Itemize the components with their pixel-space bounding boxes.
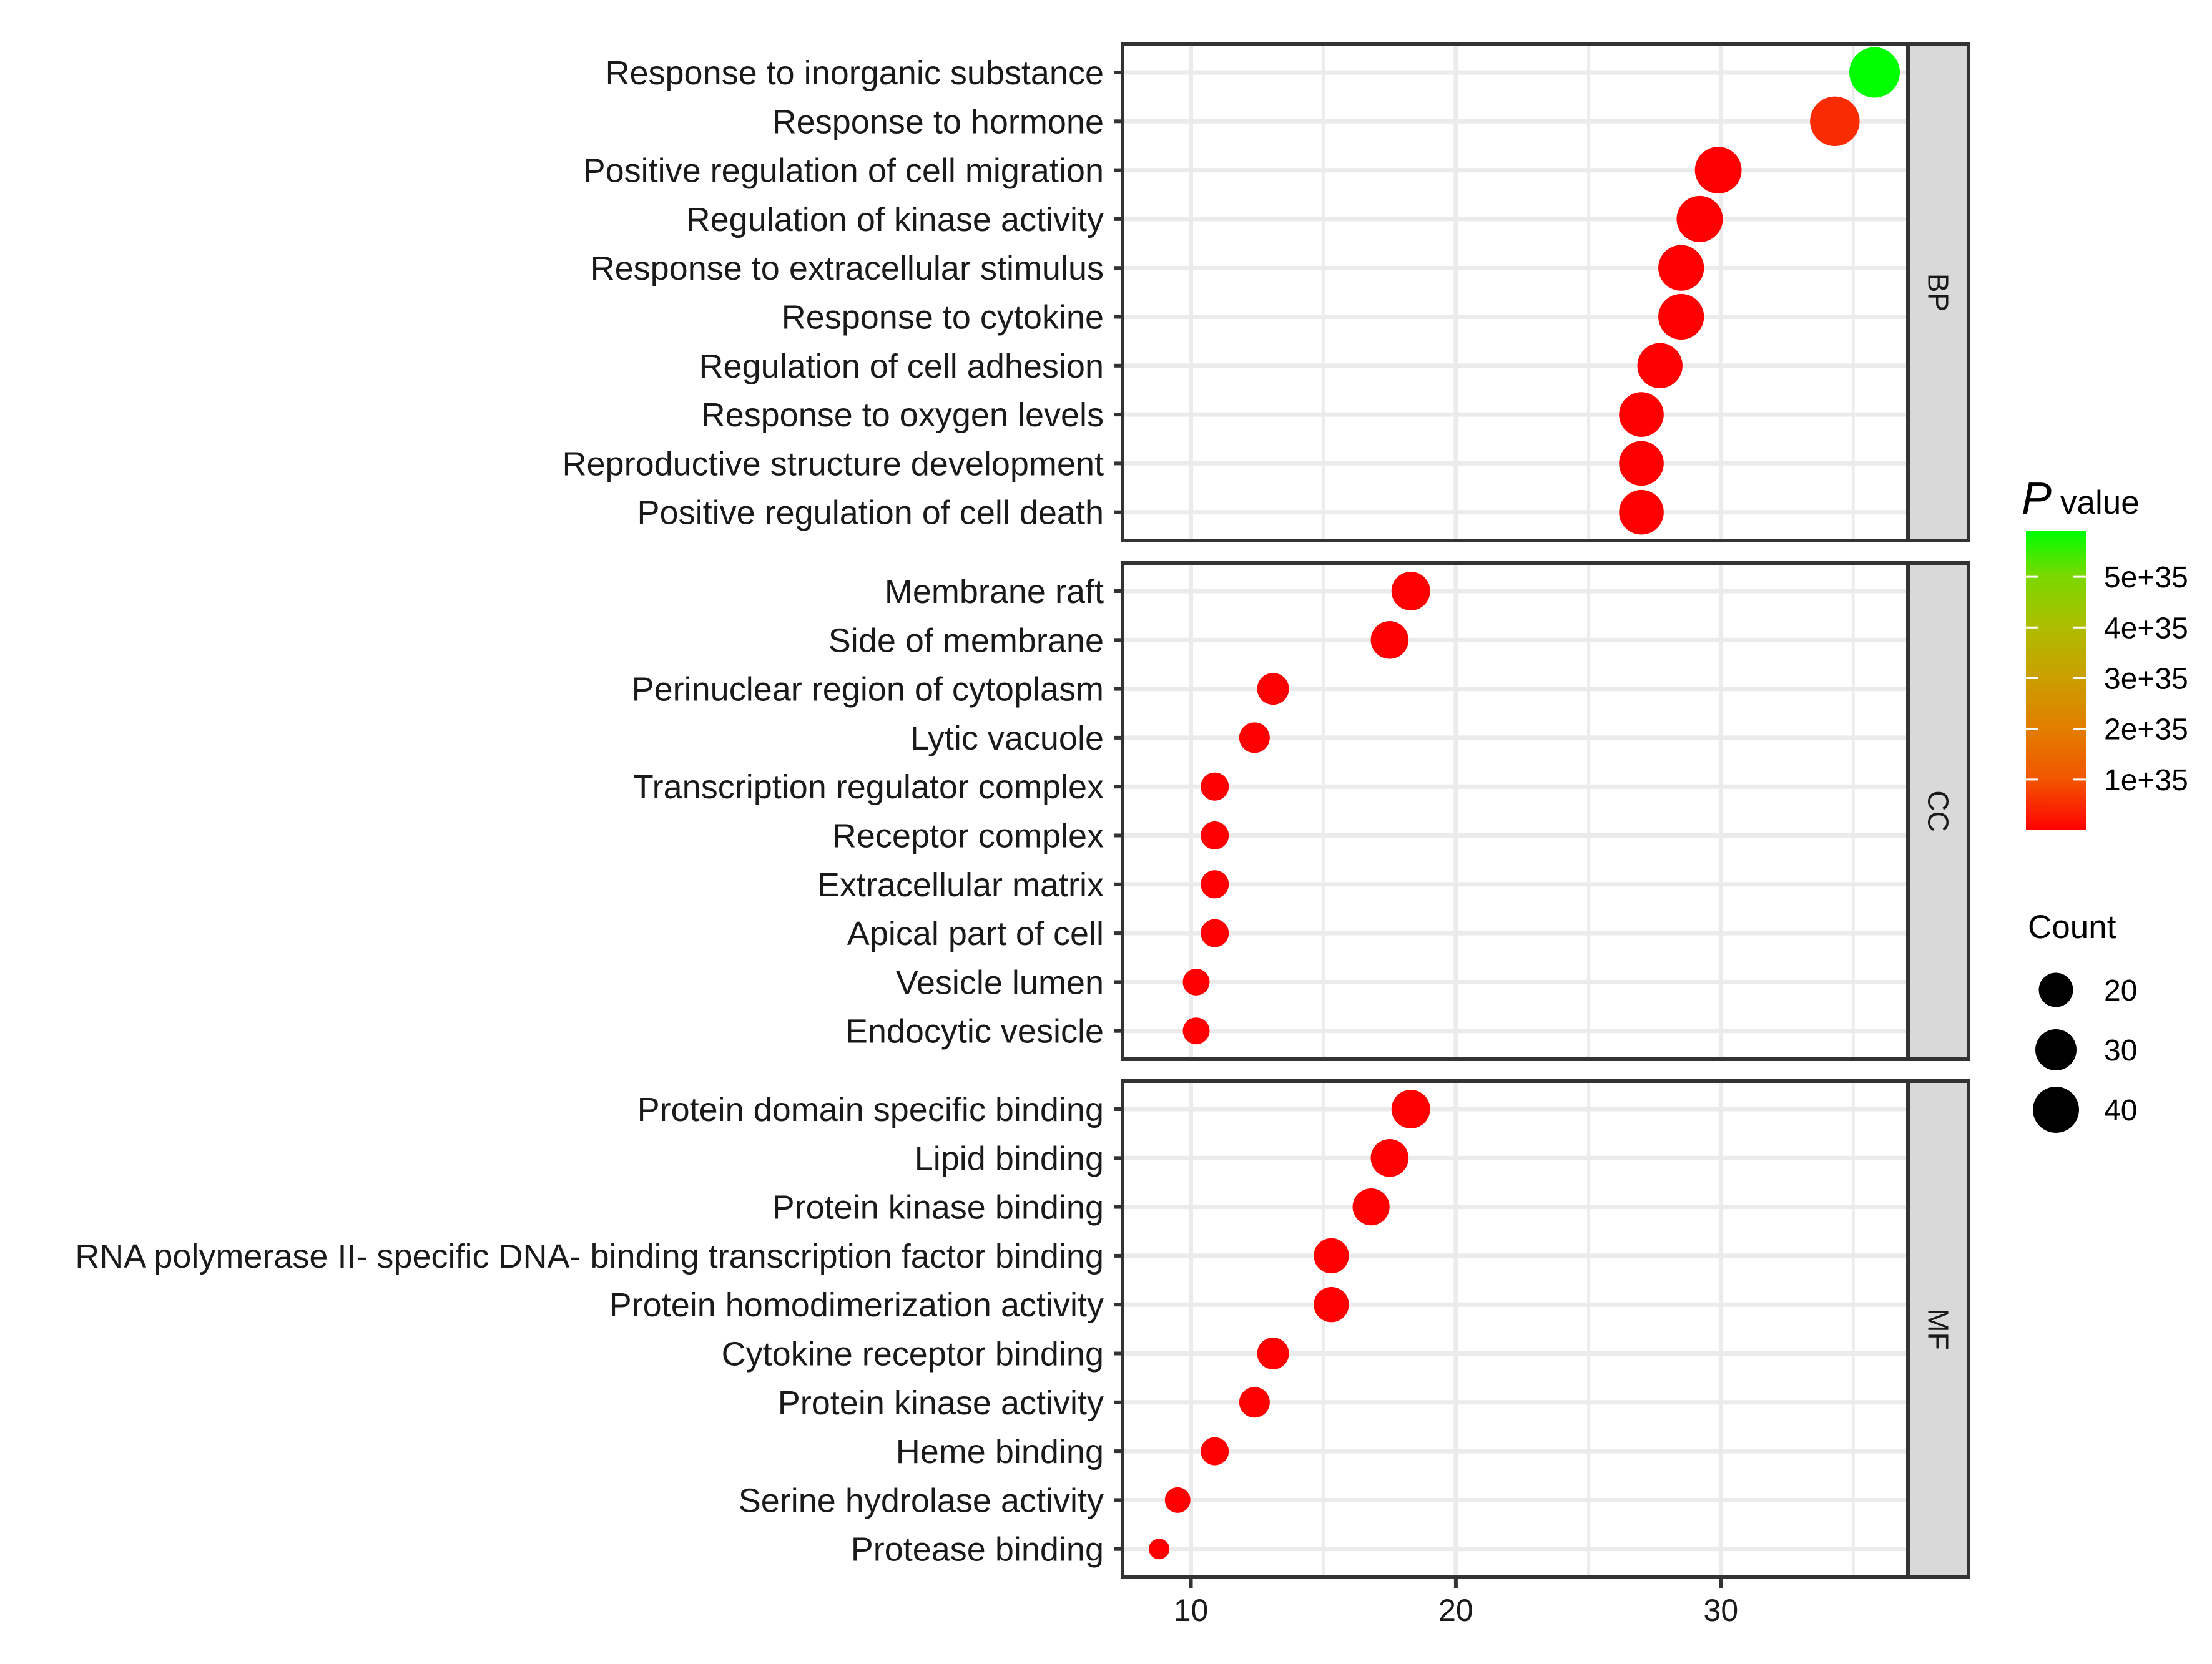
data-point bbox=[1391, 572, 1430, 610]
p-value-legend-title-p: P bbox=[2022, 474, 2052, 524]
data-point bbox=[1257, 1338, 1289, 1369]
p-value-legend-title: value bbox=[2060, 484, 2140, 521]
y-tick-label: Protein kinase binding bbox=[772, 1189, 1104, 1226]
y-tick-label: RNA polymerase II- specific DNA- binding… bbox=[75, 1238, 1104, 1275]
facet-strip-label: BP bbox=[1922, 273, 1955, 311]
y-tick-label: Response to cytokine bbox=[782, 299, 1104, 336]
data-point bbox=[1164, 1487, 1191, 1513]
count-legend: Count 20 30 40 bbox=[2028, 909, 2137, 1133]
y-tick-label: Positive regulation of cell migration bbox=[583, 152, 1104, 190]
count-legend-label: 20 bbox=[2104, 974, 2137, 1007]
facet-strip-label: CC bbox=[1922, 790, 1955, 831]
y-tick-label: Transcription regulator complex bbox=[633, 768, 1104, 806]
data-point bbox=[1352, 1188, 1390, 1226]
data-point bbox=[1619, 441, 1664, 486]
y-tick-label: Side of membrane bbox=[828, 622, 1104, 659]
data-point bbox=[1370, 621, 1409, 659]
data-point bbox=[1201, 1437, 1229, 1466]
p-value-legend: P value 1e+35 2e+35 3e+35 4e+35 5e+35 bbox=[2022, 474, 2188, 830]
data-point bbox=[1619, 392, 1664, 437]
y-tick-label: Lytic vacuole bbox=[910, 720, 1104, 757]
y-tick-label: Response to hormone bbox=[772, 103, 1104, 140]
y-tick-label: Response to oxygen levels bbox=[701, 396, 1104, 434]
colorbar-ticks: 1e+35 2e+35 3e+35 4e+35 5e+35 bbox=[2026, 561, 2188, 797]
data-point bbox=[1619, 489, 1664, 535]
y-tick-label: Regulation of kinase activity bbox=[686, 201, 1104, 238]
x-tick-label: 10 bbox=[1174, 1593, 1209, 1628]
data-point bbox=[1239, 1387, 1270, 1418]
data-point bbox=[1201, 821, 1229, 849]
y-tick-label: Apical part of cell bbox=[847, 915, 1104, 952]
data-point bbox=[1391, 1090, 1430, 1128]
panel-background bbox=[1123, 563, 1908, 1059]
data-point bbox=[1637, 343, 1683, 388]
y-tick-label: Lipid binding bbox=[915, 1140, 1104, 1177]
y-tick-label: Heme binding bbox=[896, 1433, 1104, 1471]
data-point bbox=[1314, 1287, 1349, 1323]
x-tick-label: 20 bbox=[1438, 1593, 1473, 1628]
colorbar-tick-label: 2e+35 bbox=[2104, 713, 2188, 746]
data-point bbox=[1182, 968, 1210, 996]
data-point bbox=[1314, 1238, 1349, 1274]
data-point bbox=[1810, 96, 1860, 147]
y-tick-label: Protein domain specific binding bbox=[637, 1091, 1104, 1128]
facet-strip-label: MF bbox=[1922, 1308, 1955, 1349]
facet-strip bbox=[1906, 561, 1970, 1061]
x-tick-label: 30 bbox=[1704, 1593, 1739, 1628]
count-legend-keys: 20 30 40 bbox=[2033, 972, 2137, 1133]
data-point bbox=[1182, 1017, 1210, 1045]
facet-strip bbox=[1906, 1079, 1970, 1579]
facet-strip bbox=[1906, 42, 1970, 542]
y-tick-label: Protein kinase activity bbox=[778, 1384, 1104, 1422]
data-point bbox=[1201, 772, 1229, 801]
count-legend-key bbox=[2035, 1029, 2077, 1070]
facet-panel-mf: Protein domain specific binding Lipid bin… bbox=[75, 1079, 1970, 1579]
y-tick-label: Protease binding bbox=[851, 1531, 1104, 1569]
data-point bbox=[1201, 919, 1229, 947]
count-legend-label: 40 bbox=[2104, 1094, 2137, 1127]
data-point bbox=[1658, 245, 1704, 291]
data-point bbox=[1239, 722, 1270, 753]
data-point bbox=[1658, 293, 1704, 340]
data-point bbox=[1694, 147, 1742, 193]
count-legend-key bbox=[2038, 972, 2073, 1007]
y-tick-label: Membrane raft bbox=[885, 573, 1104, 610]
data-point bbox=[1849, 47, 1900, 98]
data-point bbox=[1201, 870, 1229, 899]
y-tick-label: Endocytic vesicle bbox=[845, 1013, 1104, 1050]
x-axis: 10 20 30 bbox=[1174, 1577, 1738, 1628]
y-tick-label: Perinuclear region of cytoplasm bbox=[632, 671, 1104, 708]
panel-background bbox=[1123, 44, 1908, 541]
y-tick-label: Extracellular matrix bbox=[817, 866, 1104, 904]
colorbar-tick-label: 5e+35 bbox=[2104, 561, 2188, 594]
y-tick-label: Response to extracellular stimulus bbox=[591, 250, 1104, 287]
count-legend-key bbox=[2033, 1087, 2079, 1133]
y-tick-label: Receptor complex bbox=[832, 818, 1104, 855]
panel-background bbox=[1123, 1081, 1908, 1577]
y-tick-label: Regulation of cell adhesion bbox=[699, 348, 1104, 385]
data-point bbox=[1370, 1139, 1409, 1177]
y-tick-label: Response to inorganic substance bbox=[605, 54, 1104, 92]
y-tick-label: Protein homodimerization activity bbox=[609, 1286, 1104, 1324]
count-legend-label: 30 bbox=[2104, 1034, 2137, 1067]
data-point bbox=[1149, 1539, 1170, 1560]
colorbar-tick-label: 4e+35 bbox=[2104, 612, 2188, 645]
data-point bbox=[1676, 195, 1723, 242]
y-tick-label: Vesicle lumen bbox=[896, 964, 1104, 1001]
y-tick-label: Serine hydrolase activity bbox=[739, 1482, 1104, 1519]
y-tick-label: Positive regulation of cell death bbox=[637, 494, 1104, 532]
colorbar-tick-label: 1e+35 bbox=[2104, 764, 2188, 797]
data-point bbox=[1257, 673, 1289, 705]
y-tick-label: Reproductive structure development bbox=[563, 445, 1104, 482]
y-tick-label: Cytokine receptor binding bbox=[722, 1336, 1104, 1373]
facet-panel-cc: Membrane raft Side of membrane Perinuclear… bbox=[632, 561, 1970, 1061]
facet-panels: Response to inorganic substance Response … bbox=[75, 42, 1970, 1579]
colorbar-tick-label: 3e+35 bbox=[2104, 662, 2188, 695]
facet-panel-bp: Response to inorganic substance Response … bbox=[563, 42, 1970, 542]
count-legend-title: Count bbox=[2028, 909, 2116, 946]
